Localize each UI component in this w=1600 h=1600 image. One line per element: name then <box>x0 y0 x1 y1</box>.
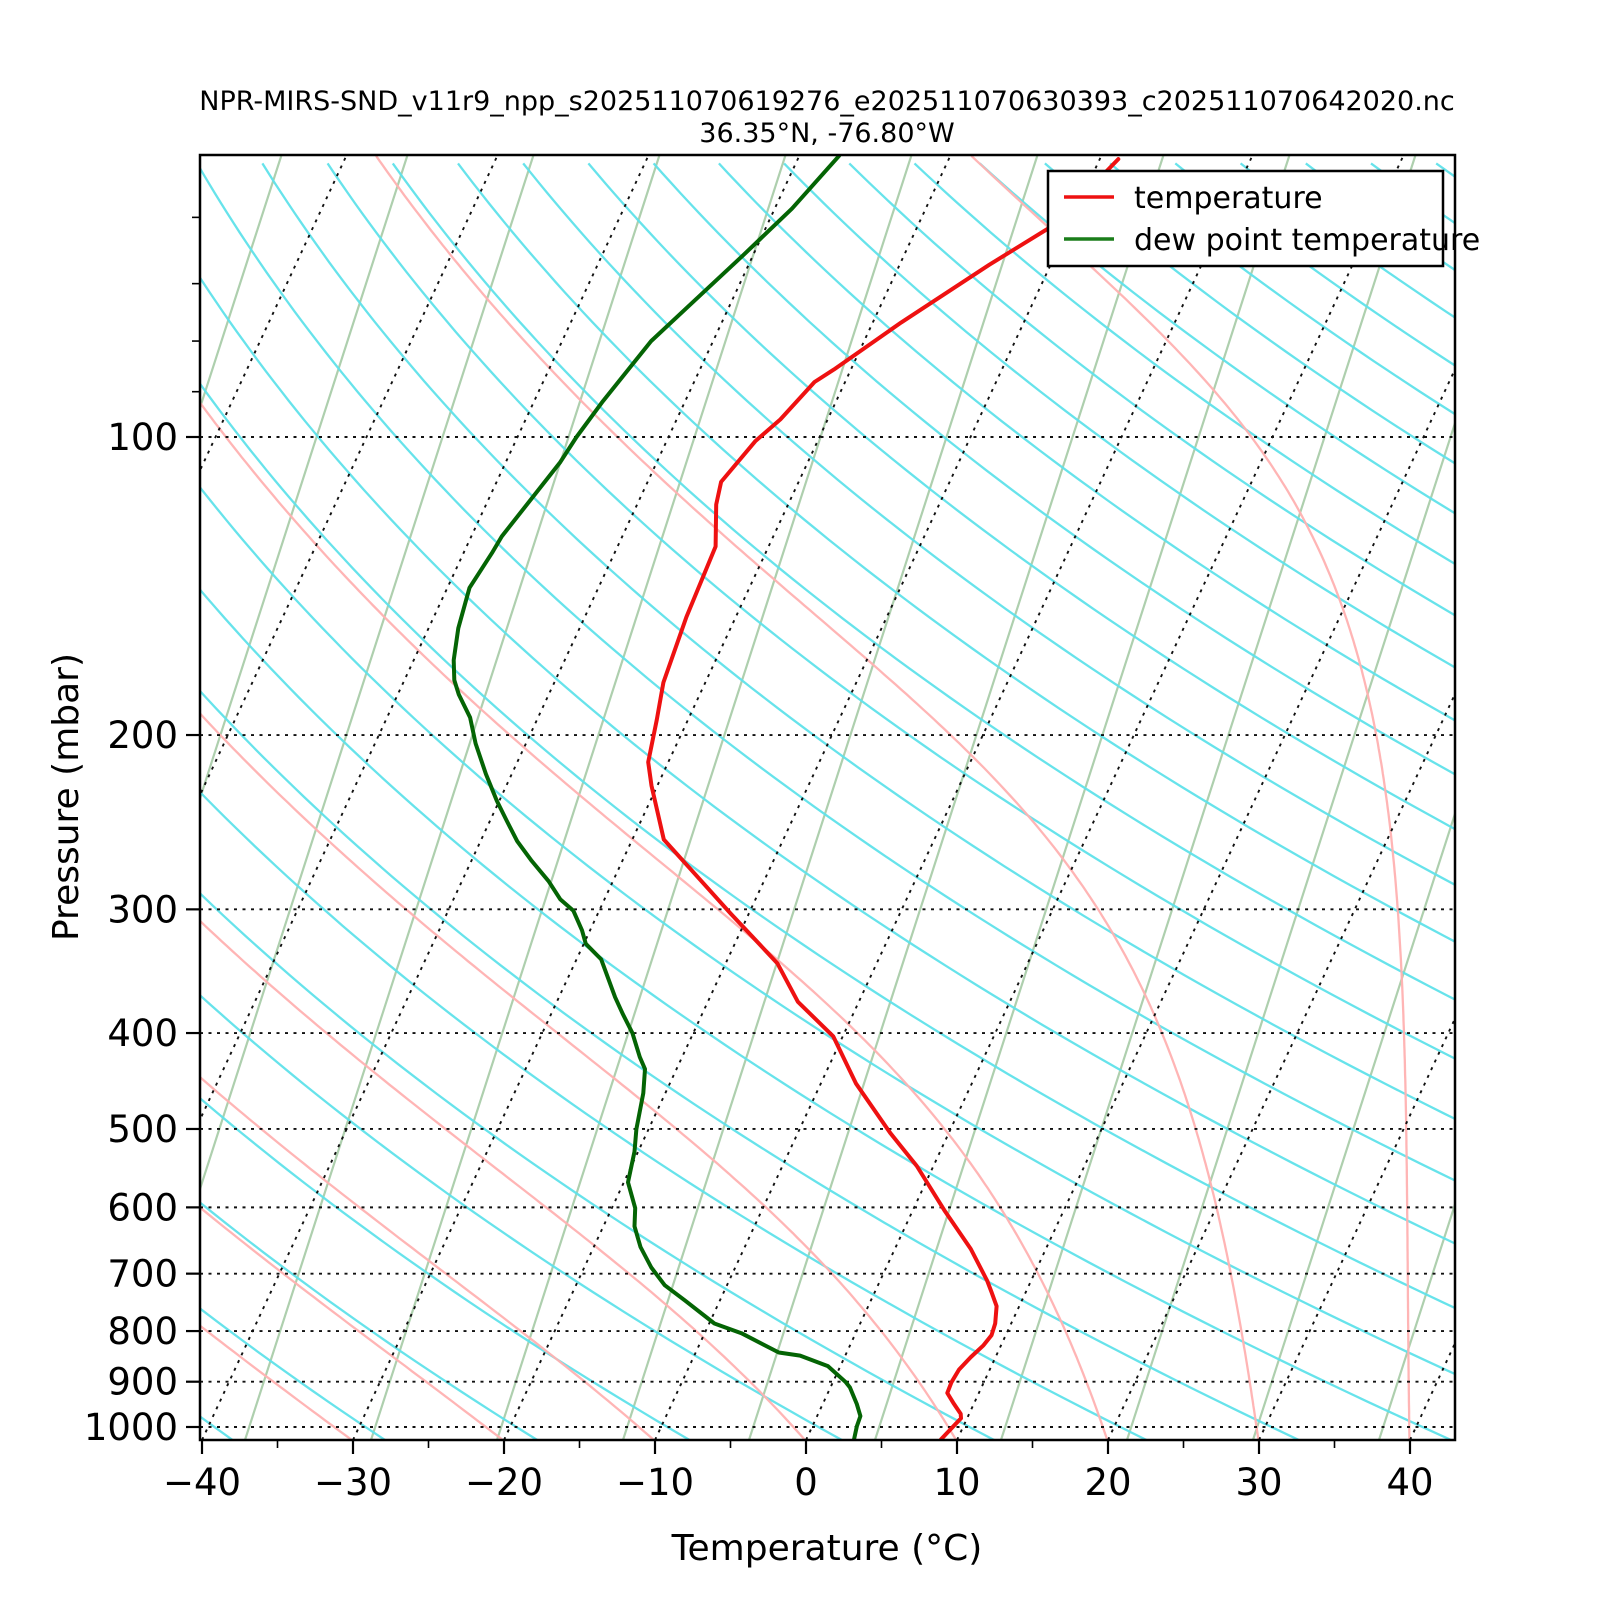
y-tick-label: 500 <box>107 1108 178 1151</box>
mixing-ratio-line <box>999 155 1417 1440</box>
mixing-ratio-line <box>747 155 1165 1440</box>
x-tick-label: 40 <box>1386 1461 1433 1504</box>
x-tick-label: 30 <box>1235 1461 1282 1504</box>
y-tick-label: 600 <box>107 1186 178 1229</box>
sounding-curves-layer <box>451 155 1121 1440</box>
x-tick-label: −20 <box>465 1461 543 1504</box>
dry-adiabat-line <box>200 993 844 1440</box>
dry-adiabat-line <box>913 162 1455 566</box>
moist-adiabat-line <box>200 1075 656 1440</box>
y-axis-label: Pressure (mbar) <box>46 653 87 941</box>
dry-adiabat-line <box>200 891 996 1440</box>
y-tick-label: 100 <box>107 416 178 459</box>
y-tick-label: 800 <box>107 1310 178 1353</box>
dry-adiabat-line <box>587 162 1455 831</box>
dry-adiabat-line <box>200 1201 539 1440</box>
axis-ticks-layer: −40 −30 −20 −10 0 10 20 30 40 100 200 300 400 500 600 7… <box>84 216 1434 1504</box>
moist-adiabat-line <box>200 711 958 1440</box>
y-tick-label: 700 <box>107 1253 178 1296</box>
plot-border <box>198 153 1457 1442</box>
y-tick-label: 200 <box>107 714 178 757</box>
x-tick-label: −40 <box>163 1461 241 1504</box>
legend-box <box>1046 169 1445 268</box>
mixing-ratio-line <box>200 155 535 1193</box>
x-tick-label: 20 <box>1084 1461 1131 1504</box>
x-tick-label: 10 <box>933 1461 980 1504</box>
dry-adiabat-line <box>457 162 1455 943</box>
dry-adiabat-line <box>326 162 1455 1060</box>
chart-title: NPR-MIRS-SND_v11r9_npp_s202511070619276_… <box>199 86 1455 117</box>
mixing-ratio-line <box>200 155 283 412</box>
legend-label-dew-point: dew point temperature <box>1134 223 1480 258</box>
dry-adiabat-line <box>978 162 1455 515</box>
mixing-ratio-line <box>243 155 661 1440</box>
x-tick-label: −10 <box>616 1461 694 1504</box>
y-tick-label: 400 <box>107 1012 178 1055</box>
y-tick-label: 900 <box>107 1361 178 1404</box>
dry-adiabat-line <box>718 162 1455 722</box>
dry-adiabat-line <box>391 162 1455 1001</box>
mixing-ratio-line <box>1377 1200 1455 1440</box>
dry-adiabat-line <box>200 381 1455 1310</box>
mixing-ratio-line <box>1251 810 1455 1440</box>
legend: temperature dew point temperature <box>1046 169 1480 268</box>
reference-lines-layer <box>200 155 1455 1440</box>
dry-adiabat-line <box>522 162 1455 887</box>
dry-adiabat-line <box>200 790 1149 1440</box>
y-tick-label: 300 <box>107 888 178 931</box>
mixing-ratio-line <box>873 155 1291 1440</box>
dry-adiabat-line <box>261 162 1455 1121</box>
mixing-ratio-line <box>495 155 913 1440</box>
x-tick-label: 0 <box>794 1461 818 1504</box>
dry-adiabat-line <box>200 587 1453 1440</box>
moist-adiabat-line <box>200 400 1109 1440</box>
y-tick-label: 1000 <box>84 1406 178 1449</box>
temperature-curve <box>646 157 1121 1440</box>
x-axis-label: Temperature (°C) <box>671 1528 983 1569</box>
dew-point-curve <box>451 155 863 1440</box>
dry-adiabat-line <box>1044 162 1455 465</box>
mixing-ratio-line <box>1125 419 1455 1440</box>
moist-adiabat-line <box>375 155 1260 1440</box>
dry-adiabat-line <box>200 1096 691 1440</box>
dry-adiabat-line <box>1109 162 1455 416</box>
mixing-ratio-line <box>621 155 1039 1440</box>
moist-adiabat-line <box>970 155 1411 1440</box>
moist-adiabat-line <box>200 919 807 1440</box>
legend-label-temperature: temperature <box>1134 181 1323 216</box>
x-tick-label: −30 <box>314 1461 392 1504</box>
dry-adiabat-line <box>200 275 1455 1245</box>
chart-subtitle: 36.35°N, -76.80°W <box>699 118 954 149</box>
dry-adiabat-line <box>848 162 1455 617</box>
dry-adiabat-line <box>200 165 1455 1182</box>
plot-background <box>200 155 1455 1440</box>
dry-adiabat-line <box>783 162 1455 669</box>
dry-adiabat-line <box>200 689 1301 1440</box>
mixing-ratio-line <box>369 155 787 1440</box>
dry-adiabat-line <box>652 162 1455 776</box>
moist-adiabat-line <box>200 1206 505 1440</box>
dry-adiabat-line <box>200 485 1455 1376</box>
